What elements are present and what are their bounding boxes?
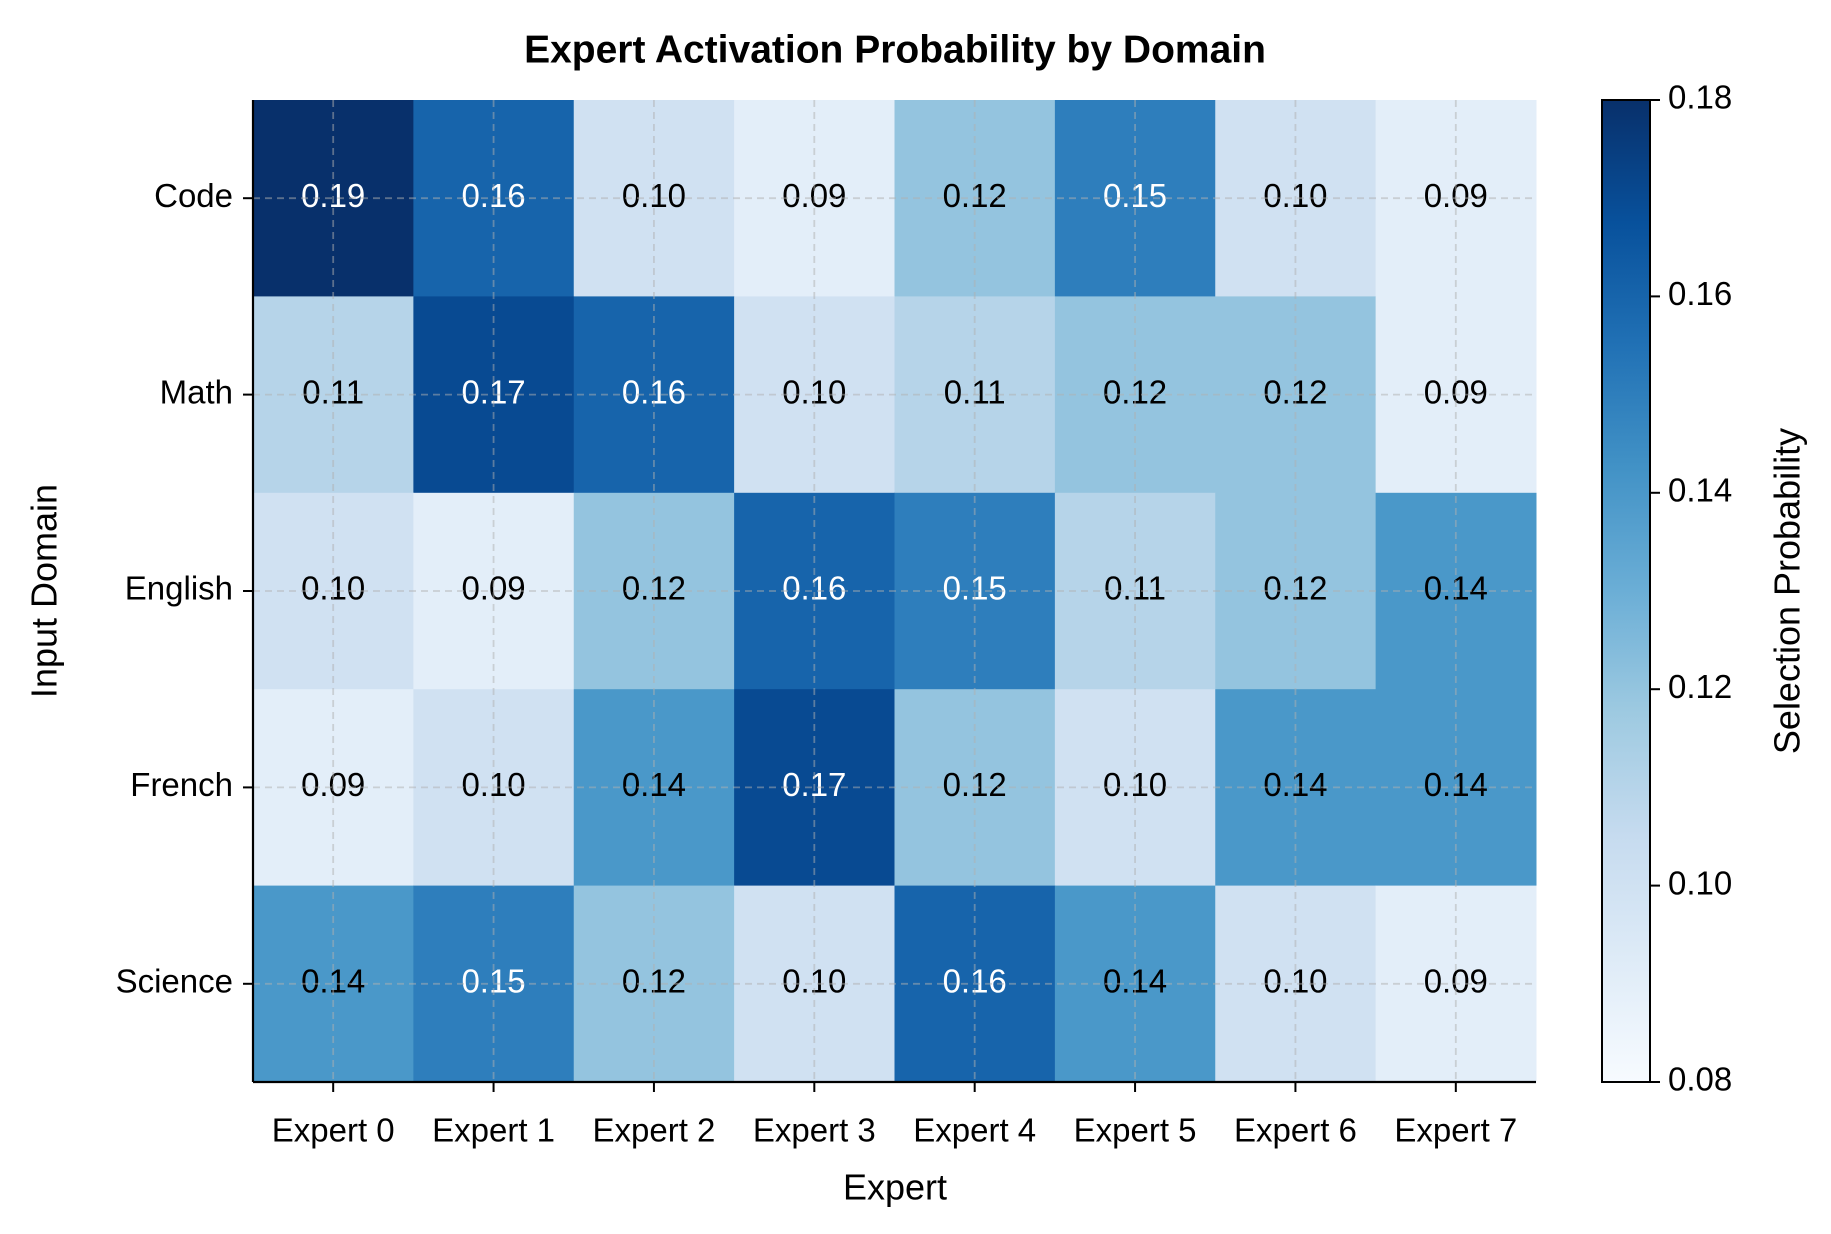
cell-label: 0.09 (461, 570, 525, 607)
colorbar (1601, 99, 1651, 1083)
cell-label: 0.10 (622, 177, 686, 214)
cell-label: 0.12 (622, 570, 686, 607)
cell-label: 0.16 (782, 570, 846, 607)
cell-label: 0.16 (461, 177, 525, 214)
cell-label: 0.10 (301, 570, 365, 607)
cell-label: 0.10 (1263, 177, 1327, 214)
x-tick-label: Expert 3 (753, 1112, 876, 1149)
colorbar-tick-label: 0.16 (1668, 275, 1732, 312)
cell-label: 0.15 (943, 570, 1007, 607)
x-tick-label: Expert 7 (1394, 1112, 1517, 1149)
chart-title: Expert Activation Probability by Domain (524, 28, 1266, 71)
x-tick-label: Expert 6 (1234, 1112, 1357, 1149)
x-tick-label: Expert 1 (432, 1112, 555, 1149)
colorbar-tick-label: 0.18 (1668, 79, 1732, 116)
cell-label: 0.14 (1424, 570, 1488, 607)
y-tick-label: English (125, 570, 233, 607)
colorbar-tick-label: 0.10 (1668, 864, 1732, 901)
x-tick-label: Expert 4 (913, 1112, 1036, 1149)
y-tick-label: Code (154, 177, 233, 214)
cell-label: 0.12 (943, 177, 1007, 214)
colorbar-title: Selection Probability (1767, 428, 1808, 754)
cell-label: 0.09 (1424, 177, 1488, 214)
cell-label: 0.15 (1103, 177, 1167, 214)
y-tick-label: Math (160, 373, 233, 410)
x-tick-label: Expert 5 (1074, 1112, 1197, 1149)
colorbar-tick-label: 0.14 (1668, 472, 1732, 509)
y-axis-title: Input Domain (24, 484, 65, 698)
cell-label: 0.09 (782, 177, 846, 214)
cell-label: 0.19 (301, 177, 365, 214)
colorbar-tick-label: 0.12 (1668, 668, 1732, 705)
colorbar-tick-label: 0.08 (1668, 1061, 1732, 1098)
x-axis-title: Expert (843, 1167, 947, 1208)
x-tick-label: Expert 0 (272, 1112, 395, 1149)
y-tick-label: French (130, 766, 233, 803)
y-tick-label: Science (116, 963, 233, 1000)
x-tick-label: Expert 2 (592, 1112, 715, 1149)
cell-label: 0.11 (1104, 570, 1166, 607)
cell-label: 0.12 (1263, 570, 1327, 607)
